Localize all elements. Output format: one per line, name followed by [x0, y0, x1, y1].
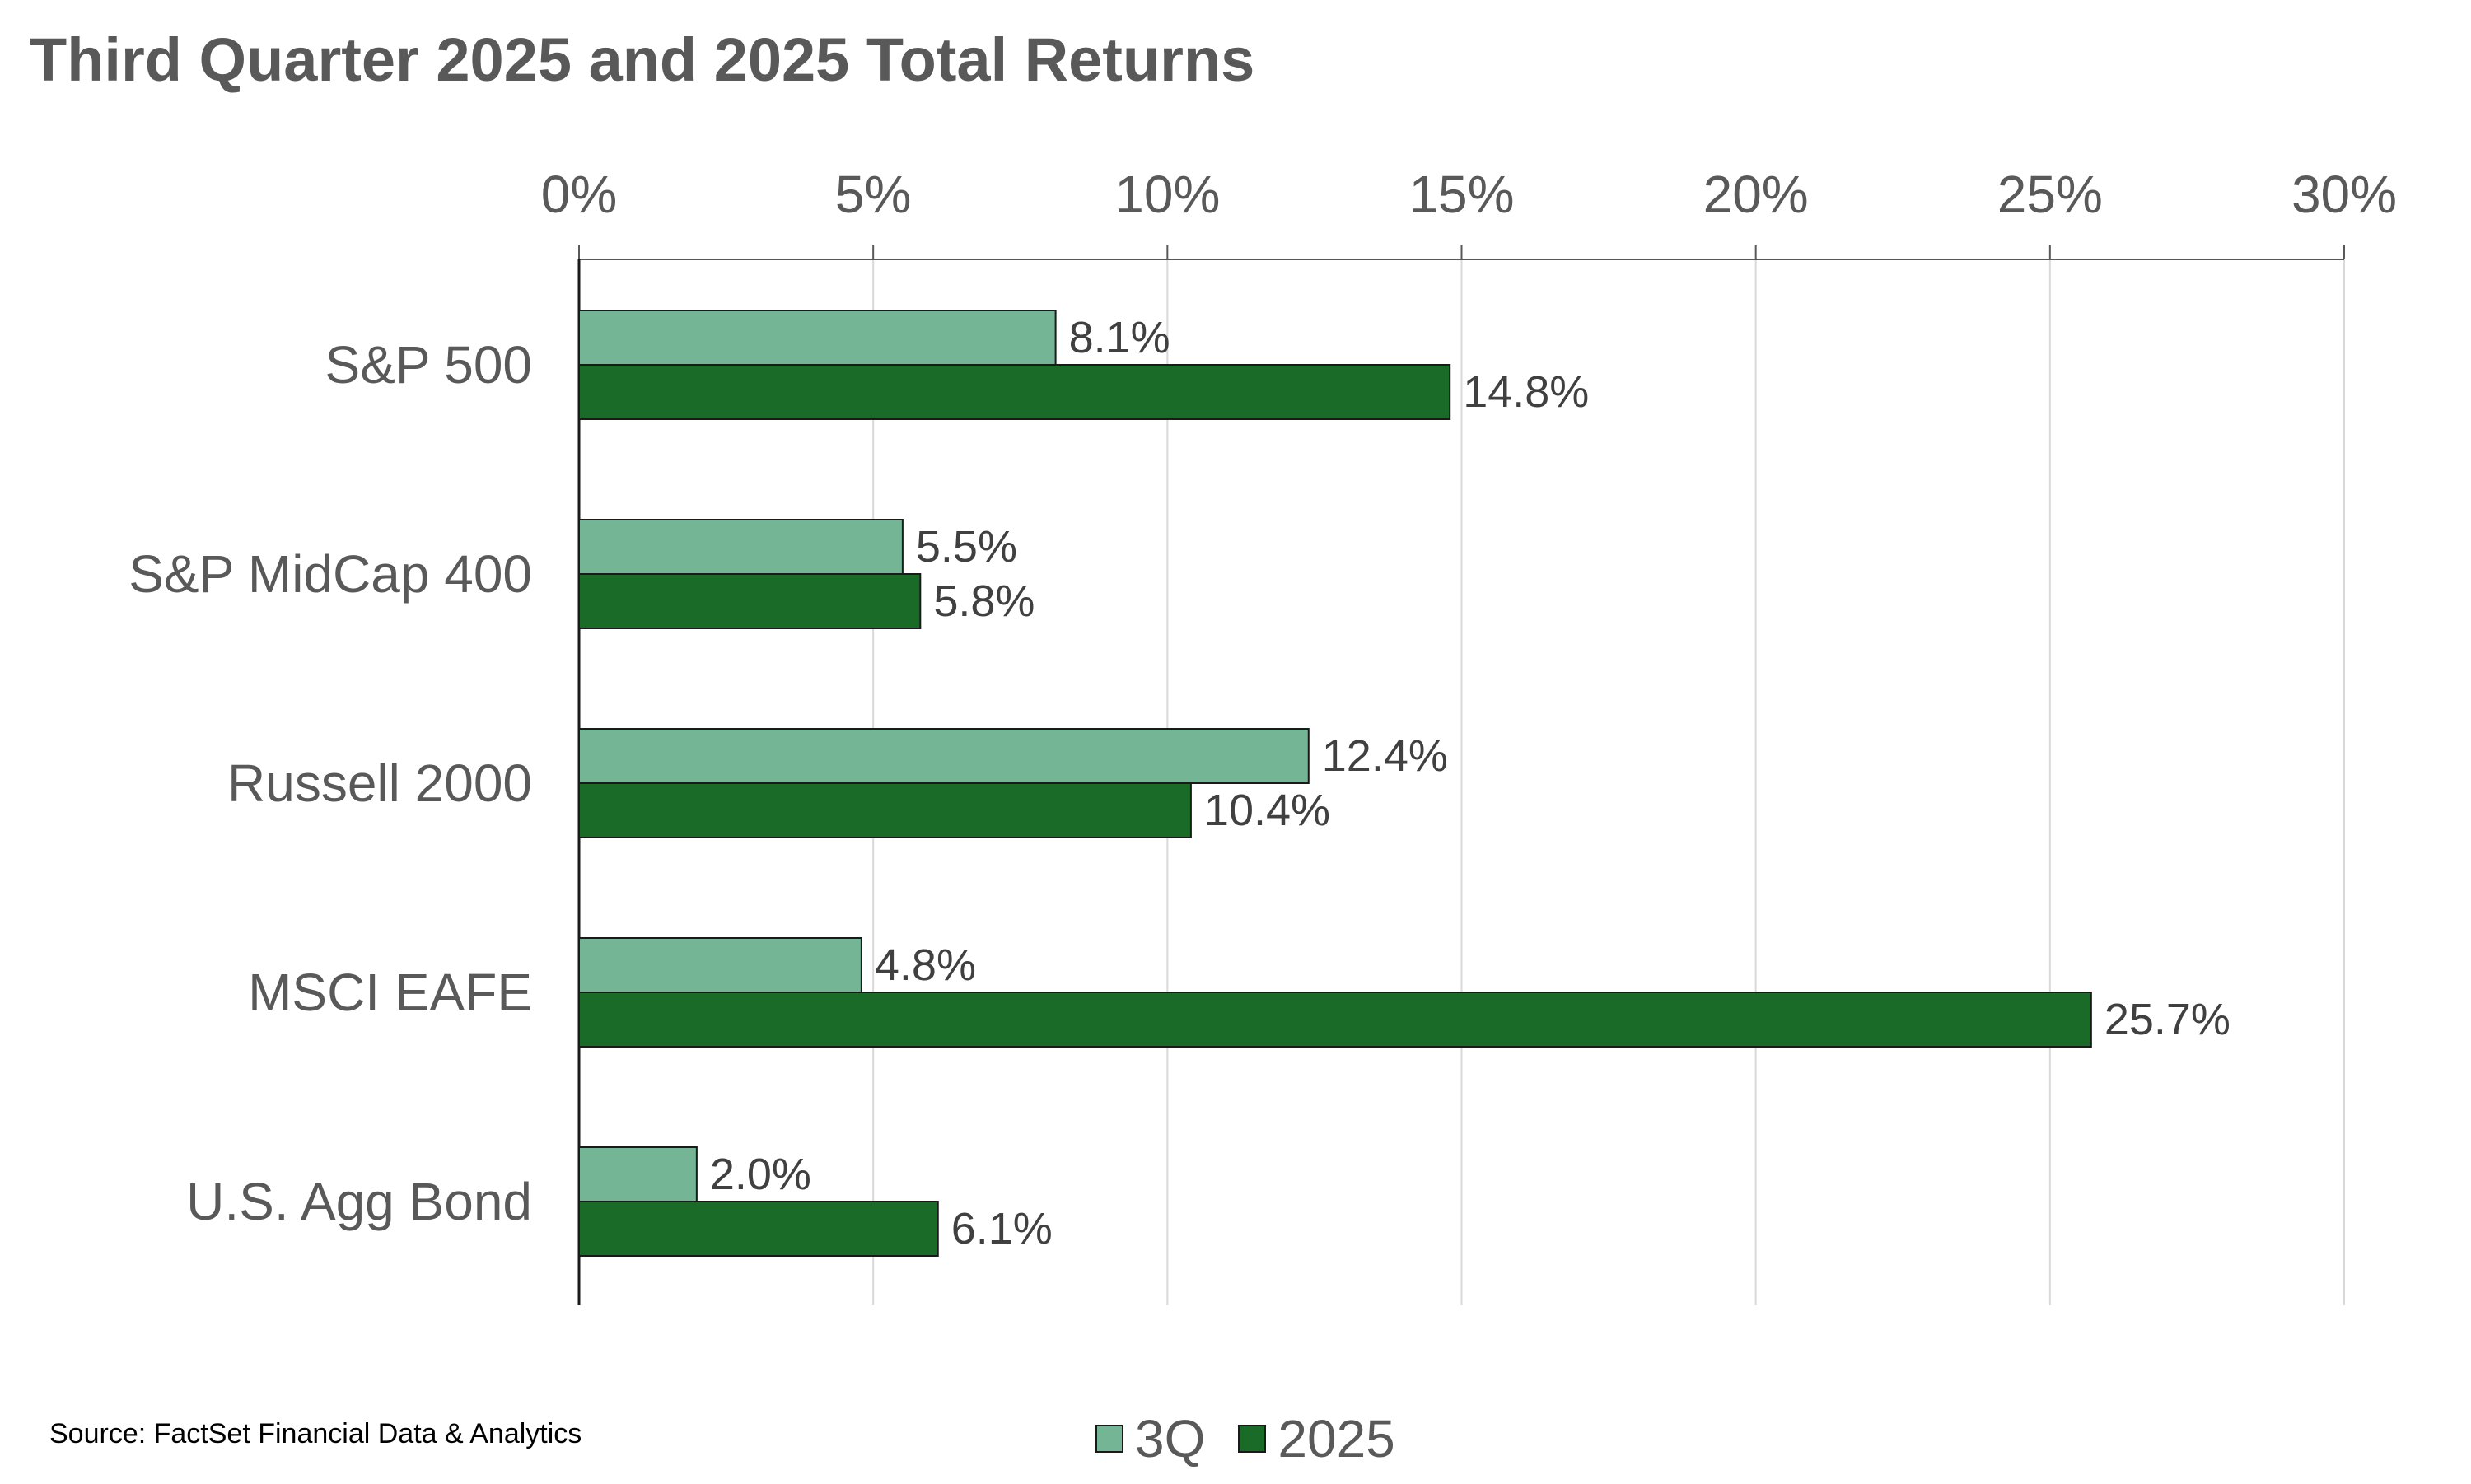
x-tick-label: 15% — [1408, 165, 1514, 224]
x-tick-label: 30% — [2291, 165, 2397, 224]
bar — [578, 1201, 939, 1257]
source-note: Source: FactSet Financial Data & Analyti… — [49, 1418, 582, 1449]
x-tick-label: 5% — [835, 165, 912, 224]
data-label: 6.1% — [951, 1204, 1053, 1253]
bar — [578, 573, 922, 629]
bar — [578, 992, 2092, 1048]
data-label: 25.7% — [2104, 995, 2230, 1044]
legend: 3Q 2025 — [1095, 1408, 1428, 1469]
data-label: 2.0% — [710, 1150, 811, 1199]
bar — [578, 782, 1192, 838]
chart-title: Third Quarter 2025 and 2025 Total Return… — [30, 26, 1255, 94]
bar — [578, 1146, 698, 1202]
data-label: 14.8% — [1463, 367, 1589, 417]
data-label: 5.8% — [933, 576, 1035, 626]
data-label: 10.4% — [1204, 786, 1330, 835]
data-label: 4.8% — [875, 940, 976, 990]
legend-label-3q: 3Q — [1135, 1409, 1206, 1468]
bar — [578, 728, 1310, 784]
data-label: 12.4% — [1322, 731, 1448, 781]
legend-item-3q: 3Q — [1095, 1408, 1205, 1469]
bar — [578, 519, 904, 575]
bar — [578, 937, 862, 993]
category-label: S&P 500 — [325, 335, 532, 394]
category-label: U.S. Agg Bond — [186, 1172, 532, 1231]
x-tick-label: 10% — [1114, 165, 1220, 224]
data-label: 5.5% — [916, 522, 1017, 572]
bar — [578, 310, 1057, 366]
legend-swatch-2025 — [1238, 1425, 1267, 1453]
category-label: Russell 2000 — [227, 754, 532, 813]
data-label: 8.1% — [1069, 313, 1170, 362]
bars — [578, 310, 2092, 1257]
legend-item-2025: 2025 — [1238, 1408, 1395, 1469]
x-tick-label: 25% — [1997, 165, 2103, 224]
legend-swatch-3q — [1095, 1425, 1123, 1453]
x-tick-label: 0% — [541, 165, 618, 224]
data-labels: 8.1% 14.8% 5.5%5.8% 12.4% 10.4% 4.8% 25.7% 2.0%… — [710, 313, 2230, 1253]
x-tick-label: 20% — [1703, 165, 1809, 224]
category-label: MSCI EAFE — [248, 963, 532, 1022]
bar — [578, 364, 1451, 420]
category-label: S&P MidCap 400 — [128, 544, 532, 604]
legend-label-2025: 2025 — [1278, 1409, 1395, 1468]
x-axis: 0% 5% 10% 15% 20% 25% 30% — [541, 165, 2397, 1305]
category-labels: S&P 500 S&P MidCap 400 Russell 2000 MSCI EA… — [128, 335, 532, 1231]
